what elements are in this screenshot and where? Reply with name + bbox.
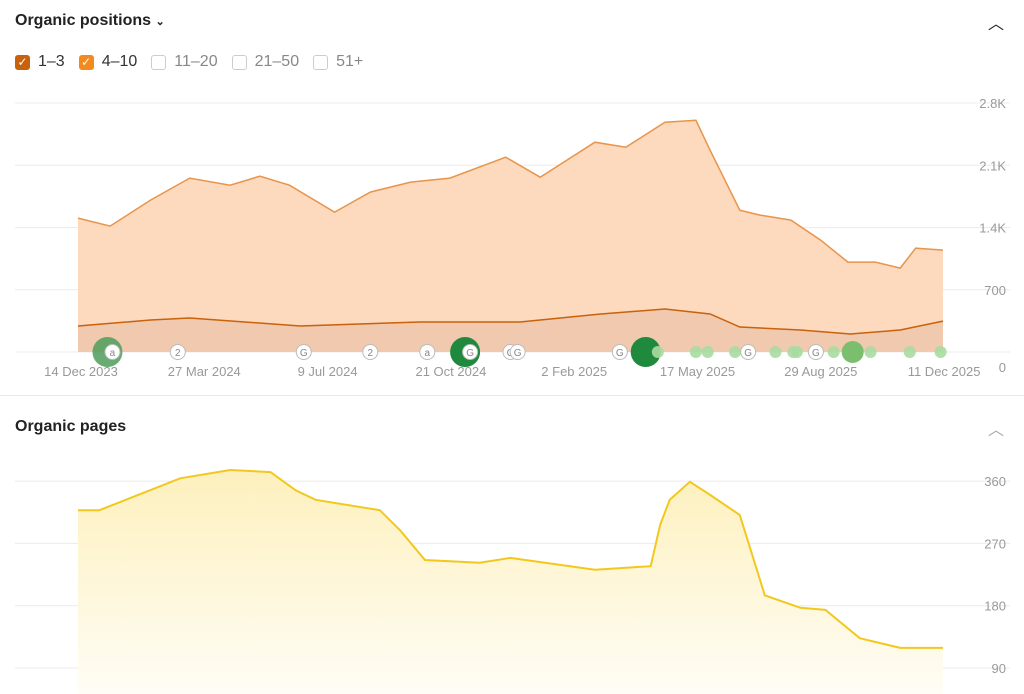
annotation-label: 2 <box>368 348 374 359</box>
divider <box>0 395 1024 396</box>
pages-area <box>78 470 943 694</box>
filter-51-plus[interactable]: 51+ <box>313 53 363 71</box>
filter-11-20[interactable]: 11–20 <box>151 53 218 71</box>
annotation-marker <box>827 346 840 358</box>
annotation-marker <box>807 344 824 360</box>
chevron-up-icon[interactable]: ︿ <box>987 16 1004 33</box>
annotation-marker <box>701 346 714 358</box>
x-tick-label: 17 May 2025 <box>660 364 735 379</box>
annotation-marker <box>740 344 757 360</box>
pages-line <box>78 468 943 649</box>
x-tick-label: 2 Feb 2025 <box>541 364 607 379</box>
annotation-marker <box>903 346 916 358</box>
organic-pages-title: Organic pages <box>15 418 127 435</box>
x-tick-label: 29 Aug 2025 <box>784 364 857 379</box>
checkbox-checked-icon[interactable]: ✓ <box>78 54 94 70</box>
checkbox-checked-icon[interactable]: ✓ <box>15 54 30 70</box>
annotation-marker <box>169 344 186 360</box>
y-tick-label: 2.1K <box>979 158 1006 173</box>
y-tick-label: 360 <box>984 474 1006 489</box>
x-tick-label: 14 Dec 2023 <box>44 364 118 379</box>
organic-positions-title[interactable]: Organic positions ⌄ <box>15 12 165 29</box>
y-tick-label: 270 <box>984 536 1006 551</box>
google-update-icon: G <box>466 348 474 359</box>
google-update-icon: G <box>744 348 752 359</box>
annotation-marker <box>419 344 436 360</box>
y-tick-label: 180 <box>984 599 1006 614</box>
annotation-marker <box>462 344 479 360</box>
annotation-label: a <box>110 348 116 359</box>
annotation-marker <box>295 344 312 360</box>
annotation-marker <box>651 346 664 358</box>
filter-21-50[interactable]: 21–50 <box>231 53 299 71</box>
x-tick-label: 27 Mar 2024 <box>168 364 241 379</box>
annotation-marker <box>864 346 877 358</box>
annotation-marker <box>790 346 803 358</box>
google-update-icon: G <box>812 348 820 359</box>
y-tick-label: 0 <box>999 360 1006 375</box>
area-4-10 <box>78 120 943 352</box>
annotation-marker <box>104 344 121 360</box>
annotation-marker <box>841 341 864 363</box>
google-update-icon: G <box>300 348 308 359</box>
y-tick-label: 1.4K <box>979 221 1006 236</box>
area-1-3 <box>78 309 943 352</box>
checkbox-icon[interactable] <box>151 54 167 70</box>
checkbox-icon[interactable] <box>231 54 247 70</box>
y-tick-label: 700 <box>984 283 1006 298</box>
filter-4-10[interactable]: ✓ 4–10 <box>78 53 137 71</box>
annotation-label: a <box>425 348 431 359</box>
annotation-marker <box>630 337 661 367</box>
x-tick-label: 9 Jul 2024 <box>298 364 358 379</box>
google-update-icon: G <box>514 348 522 359</box>
checkbox-icon[interactable] <box>313 54 329 70</box>
filter-1-3[interactable]: ✓ 1–3 <box>15 53 65 71</box>
annotation-marker <box>769 346 782 358</box>
annotation-marker <box>934 346 947 358</box>
line-1-3 <box>77 308 944 335</box>
annotation-label: 2 <box>175 348 181 359</box>
annotation-marker <box>611 344 628 360</box>
x-tick-label: 21 Oct 2024 <box>415 364 486 379</box>
x-tick-label: 11 Dec 2025 <box>908 364 981 379</box>
positions-chart: 0 700 1.4K 2.1K 2.8K 14 Dec 2023 27 Mar 2024 9 … <box>15 96 1010 379</box>
annotation-marker <box>689 346 702 358</box>
y-tick-label: 2.8K <box>979 96 1006 111</box>
chevron-up-icon[interactable]: ︿ <box>987 422 1004 439</box>
annotation-marker <box>362 344 379 360</box>
chevron-down-icon: ⌄ <box>155 16 165 28</box>
annotation-marker <box>509 344 526 360</box>
google-update-icon: G <box>616 348 624 359</box>
position-filters: ✓ 1–3 ✓ 4–10 11–20 21–50 51+ <box>15 53 363 71</box>
line-4-10 <box>77 119 944 269</box>
y-tick-label: 90 <box>992 661 1006 676</box>
annotation-marker <box>729 346 742 358</box>
